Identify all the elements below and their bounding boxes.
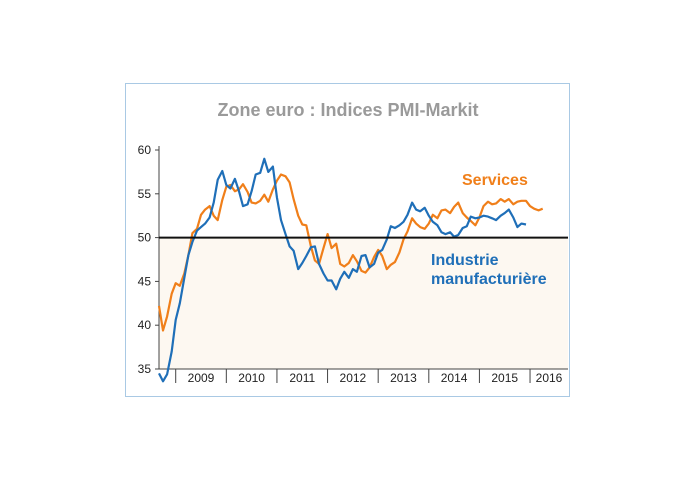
series-label-industrie: Industrie manufacturière (431, 252, 547, 288)
series-label-line: manufacturière (431, 271, 547, 288)
x-tick-label: 2013 (390, 371, 417, 385)
series-label-line: Services (462, 172, 528, 189)
y-tick-label: 60 (138, 143, 152, 157)
y-tick-label: 45 (138, 274, 152, 288)
y-tick-label: 50 (138, 231, 152, 245)
series-layer (157, 157, 568, 383)
chart-frame: Zone euro : Indices PMI-Markit 60 55 50 45 4… (125, 83, 570, 397)
series-line-services (157, 173, 544, 332)
x-tick-label: 2016 (536, 371, 563, 385)
pmi-line-chart: Zone euro : Indices PMI-Markit 60 55 50 45 4… (138, 100, 568, 385)
x-tick-label: 2009 (188, 371, 215, 385)
x-tick-label: 2014 (441, 371, 468, 385)
series-label-line: Industrie (431, 252, 499, 269)
series-labels-layer: Services Industrie manufacturière (431, 172, 547, 288)
chart-title: Zone euro : Indices PMI-Markit (217, 100, 478, 120)
x-tick-label: 2011 (289, 371, 315, 385)
axes-layer: 60 55 50 45 40 35 2009 2010 2011 2012 2013 2014 2015… (138, 143, 568, 385)
x-tick-label: 2012 (340, 371, 367, 385)
x-tick-label: 2010 (238, 371, 265, 385)
series-line-industrie (158, 157, 527, 383)
series-label-services: Services (462, 172, 528, 189)
y-tick-label: 40 (138, 318, 152, 332)
y-tick-label: 35 (138, 362, 152, 376)
plot-background-layer (159, 237, 568, 369)
below-50-shading (159, 237, 568, 369)
x-tick-label: 2015 (491, 371, 518, 385)
y-tick-label: 55 (138, 187, 152, 201)
